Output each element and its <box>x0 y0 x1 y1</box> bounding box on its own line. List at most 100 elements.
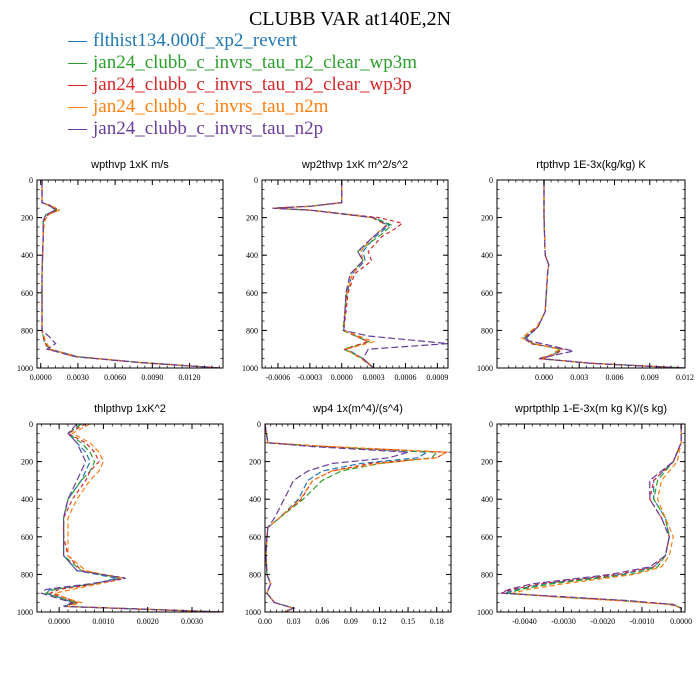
y-tick-label: 600 <box>21 289 33 298</box>
legend: — flthist134.000f_xp2_revert — jan24_clubb… <box>68 30 417 140</box>
series-line <box>265 424 438 612</box>
x-tick-label: -0.0020 <box>590 617 615 626</box>
figure-title: CLUBB VAR at140E,2N <box>248 8 452 30</box>
x-tick-label: 0.09 <box>344 617 358 626</box>
y-tick-label: 600 <box>249 533 261 542</box>
y-tick-label: 0 <box>489 176 493 185</box>
y-tick-label: 1000 <box>17 608 33 617</box>
series-line <box>265 424 409 612</box>
series-line <box>40 424 223 612</box>
y-tick-label: 400 <box>246 251 258 260</box>
x-tick-label: 0.0009 <box>426 373 448 382</box>
legend-item: — jan24_clubb_c_invrs_tau_n2_clear_wp3m <box>68 52 417 74</box>
series-line <box>41 180 221 368</box>
chart-panel: thlpthvp 1xK^2 0 200 400 600 800 1000 0.0000 0.0… <box>17 403 224 626</box>
series-line <box>504 424 682 612</box>
series-line <box>272 180 388 368</box>
legend-item: — jan24_clubb_c_invrs_tau_n2p <box>68 118 417 140</box>
y-tick-label: 400 <box>21 495 33 504</box>
y-tick-label: 200 <box>21 214 33 223</box>
y-tick-label: 800 <box>246 326 258 335</box>
series-line <box>41 180 221 368</box>
y-tick-label: 800 <box>249 570 261 579</box>
series-line <box>44 424 223 612</box>
x-tick-label: 0.0030 <box>181 617 203 626</box>
series-line <box>500 424 682 612</box>
y-tick-label: 1000 <box>242 364 258 373</box>
x-tick-label: 0.0006 <box>394 373 416 382</box>
x-tick-label: 0.12 <box>372 617 386 626</box>
legend-label: jan24_clubb_c_invrs_tau_n2_clear_wp3m <box>93 52 417 73</box>
x-tick-label: 0.0003 <box>363 373 385 382</box>
x-tick-label: 0.0030 <box>67 373 89 382</box>
x-tick-label: 0.00 <box>258 617 272 626</box>
panel-title: wpthvp 1xK m/s <box>90 159 169 171</box>
x-tick-label: 0.18 <box>430 617 444 626</box>
y-tick-label: 800 <box>21 570 33 579</box>
legend-label: jan24_clubb_c_invrs_tau_n2p <box>93 118 324 139</box>
series-line <box>41 180 221 368</box>
x-tick-label: 0.009 <box>641 373 659 382</box>
legend-item: — jan24_clubb_c_invrs_tau_n2m <box>68 96 417 118</box>
series-line <box>500 424 682 612</box>
x-tick-label: -0.0010 <box>630 617 655 626</box>
panel-title: wp4 1x(m^4)/(s^4) <box>312 403 403 415</box>
y-tick-label: 600 <box>246 289 258 298</box>
y-tick-label: 1000 <box>477 364 493 373</box>
x-tick-label: 0.0000 <box>670 617 692 626</box>
panel-title: thlpthvp 1xK^2 <box>94 403 166 415</box>
y-tick-label: 800 <box>21 326 33 335</box>
series-line <box>48 424 223 612</box>
legend-swatch: — <box>68 74 87 95</box>
series-line <box>52 424 223 612</box>
series-line <box>265 424 449 612</box>
y-tick-label: 400 <box>481 495 493 504</box>
x-tick-label: 0.0000 <box>30 373 52 382</box>
series-line <box>520 180 685 368</box>
y-tick-label: 200 <box>21 458 33 467</box>
series-line <box>524 180 685 368</box>
y-tick-label: 1000 <box>477 608 493 617</box>
y-tick-label: 200 <box>249 458 261 467</box>
legend-swatch: — <box>68 52 87 73</box>
y-tick-label: 0 <box>257 420 261 429</box>
x-tick-label: 0.000 <box>535 373 553 382</box>
legend-label: flthist134.000f_xp2_revert <box>93 30 298 51</box>
x-tick-label: 0.0060 <box>104 373 126 382</box>
plot-frame <box>261 179 449 369</box>
x-tick-label: 0.06 <box>315 617 329 626</box>
y-tick-label: 200 <box>481 458 493 467</box>
y-tick-label: 1000 <box>245 608 261 617</box>
legend-swatch: — <box>68 96 87 117</box>
y-tick-label: 0 <box>29 420 33 429</box>
series-line <box>522 180 685 368</box>
x-tick-label: -0.0040 <box>512 617 537 626</box>
y-tick-label: 600 <box>481 289 493 298</box>
y-tick-label: 800 <box>481 326 493 335</box>
y-tick-label: 0 <box>29 176 33 185</box>
series-line <box>41 180 221 368</box>
panel-title: rtpthvp 1E-3x(kg/kg) K <box>536 159 646 171</box>
chart-panel: rtpthvp 1E-3x(kg/kg) K 0 200 400 600 800 1000 0… <box>477 159 694 382</box>
y-tick-label: 0 <box>489 420 493 429</box>
y-tick-label: 400 <box>21 251 33 260</box>
x-tick-label: 0.0000 <box>48 617 70 626</box>
plot-frame <box>36 179 224 369</box>
legend-swatch: — <box>68 118 87 139</box>
series-line <box>272 180 448 368</box>
series-line <box>41 180 221 368</box>
series-line <box>265 424 449 612</box>
plot-frame <box>36 423 224 613</box>
y-tick-label: 200 <box>246 214 258 223</box>
x-tick-label: 0.0090 <box>141 373 163 382</box>
x-tick-label: 0.0000 <box>331 373 353 382</box>
panel-title: wprtpthlp 1-E-3x(m kg K)/(s kg) <box>514 403 667 415</box>
y-tick-label: 1000 <box>17 364 33 373</box>
x-tick-label: -0.0030 <box>551 617 576 626</box>
x-tick-label: 0.006 <box>606 373 624 382</box>
series-line <box>272 180 393 368</box>
series-line <box>525 180 685 368</box>
panel-title: wp2thvp 1xK m^2/s^2 <box>301 159 408 171</box>
